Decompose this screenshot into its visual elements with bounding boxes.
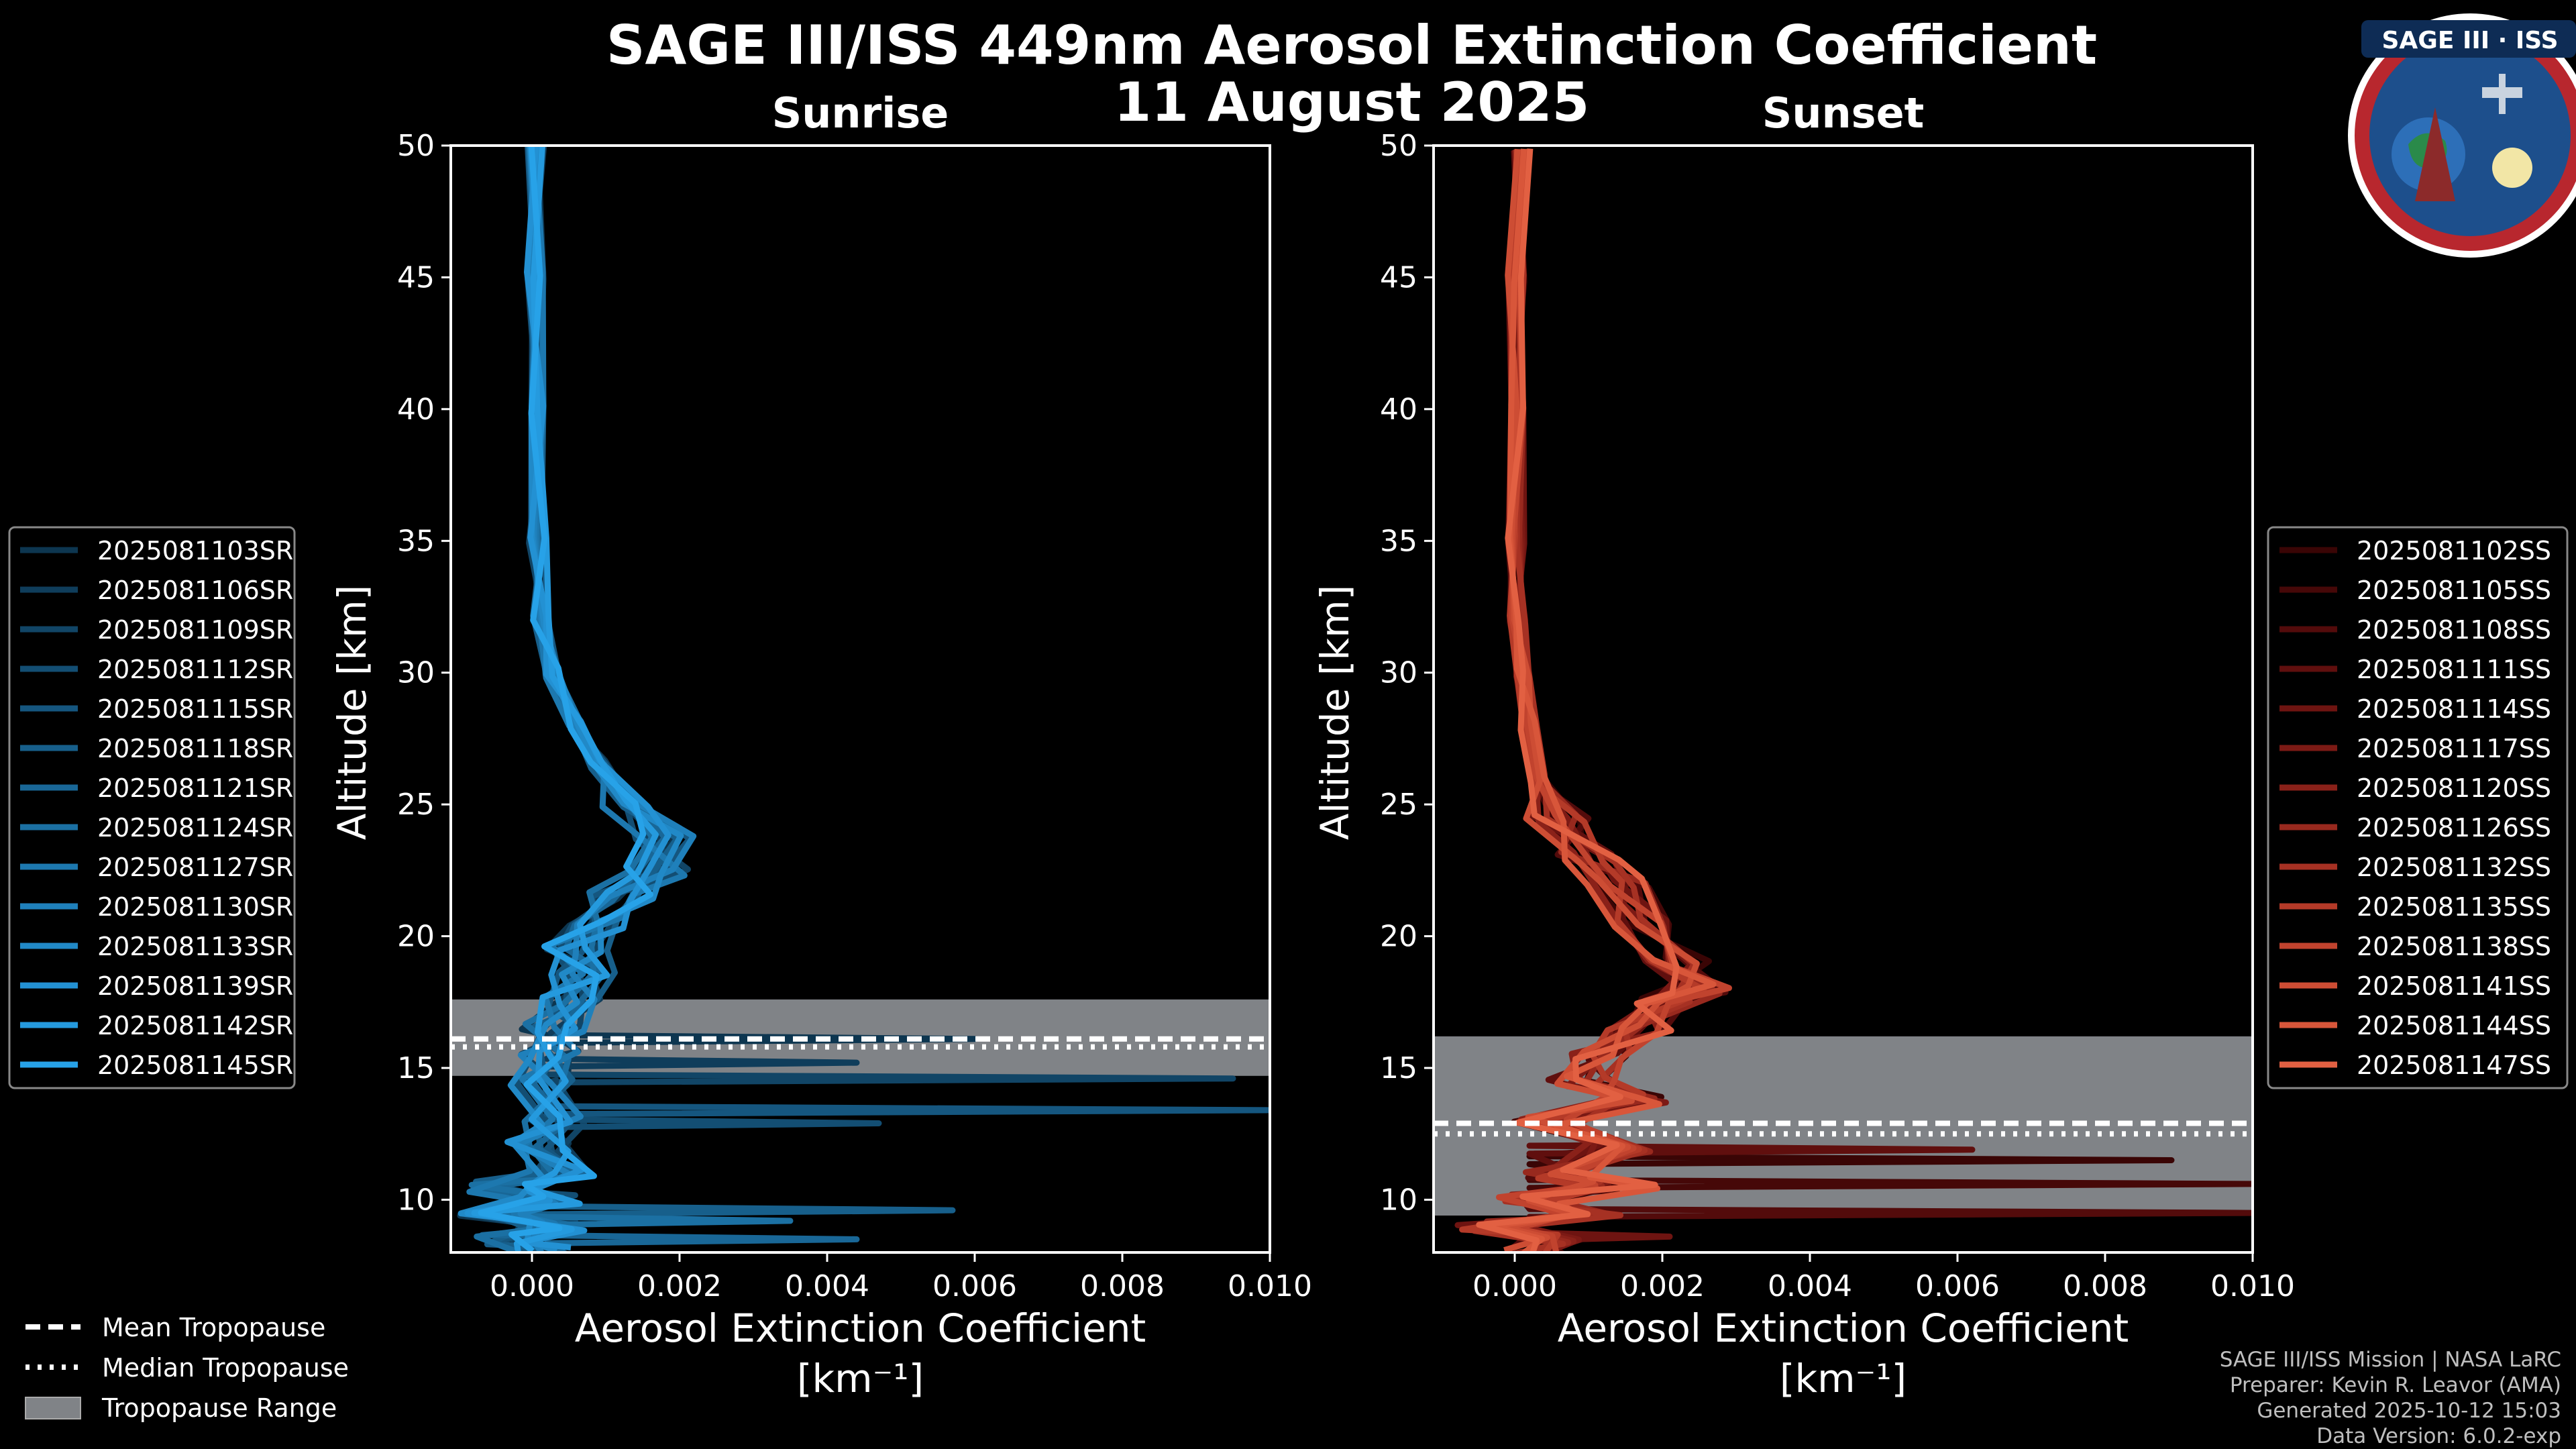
x-axis-unit: [km⁻¹] (1780, 1356, 1907, 1401)
x-tick-label: 0.000 (1472, 1269, 1557, 1303)
y-tick-label: 45 (397, 260, 435, 294)
legend-entry-label: 2025081132SS (2357, 853, 2551, 882)
y-axis-label: Altitude [km] (329, 585, 375, 840)
x-tick-label: 0.008 (1080, 1269, 1165, 1303)
y-tick-label: 50 (1380, 129, 1417, 163)
x-axis-label: Aerosol Extinction Coefficient (575, 1305, 1146, 1351)
profile-line-2025081144SS (1488, 148, 1717, 1252)
x-tick-label: 0.004 (785, 1269, 869, 1303)
footer-credits: SAGE III/ISS Mission | NASA LaRC Prepare… (2220, 1348, 2561, 1448)
tropo-legend-mean: Mean Tropopause (102, 1313, 325, 1342)
legend-entry-label: 2025081130SR (97, 892, 293, 922)
x-tick-label: 0.006 (932, 1269, 1017, 1303)
sunrise-panel: 0.000 0.002 0.004 0.006 0.008 0.010 10 15 20 25 30… (329, 89, 1312, 1401)
panel-subtitle: Sunset (1762, 89, 1925, 138)
legend-entry-label: 2025081108SS (2357, 615, 2551, 645)
y-tick-label: 10 (1380, 1183, 1417, 1217)
logo-text: SAGE III · ISS (2381, 27, 2558, 54)
x-axis-label: Aerosol Extinction Coefficient (1558, 1305, 2129, 1351)
y-tick-label: 35 (1380, 524, 1417, 558)
sunset-panel: 0.000 0.002 0.004 0.006 0.008 0.010 10 15 20 25 30… (1312, 89, 2295, 1401)
legend-entry-label: 2025081139SR (97, 971, 293, 1001)
legend-entry-label: 2025081103SR (97, 536, 293, 566)
legend-entry-label: 2025081147SS (2357, 1051, 2551, 1080)
legend-entry-label: 2025081114SS (2357, 694, 2551, 724)
x-tick-label: 0.006 (1915, 1269, 2000, 1303)
footer-line: Data Version: 6.0.2-exp (2316, 1424, 2561, 1448)
panel-subtitle: Sunrise (772, 89, 949, 138)
x-tick-label: 0.002 (1620, 1269, 1705, 1303)
legend-entry-label: 2025081138SS (2357, 932, 2551, 961)
x-tick-label: 0.004 (1768, 1269, 1852, 1303)
tropo-legend-median: Median Tropopause (102, 1353, 349, 1383)
legend-entry-label: 2025081115SR (97, 694, 293, 724)
legend-entry-label: 2025081124SR (97, 813, 293, 843)
y-tick-label: 20 (397, 920, 435, 954)
y-tick-label: 30 (397, 656, 435, 690)
y-tick-label: 10 (397, 1183, 435, 1217)
y-tick-label: 30 (1380, 656, 1417, 690)
legend-entry-label: 2025081133SR (97, 932, 293, 961)
legend-entry-label: 2025081121SR (97, 773, 293, 803)
plot-area (451, 146, 1270, 1252)
legend-entry-label: 2025081126SS (2357, 813, 2551, 843)
x-tick-label: 0.000 (490, 1269, 574, 1303)
y-tick-label: 40 (1380, 392, 1417, 427)
footer-line: SAGE III/ISS Mission | NASA LaRC (2220, 1348, 2561, 1372)
legend-entry-label: 2025081118SR (97, 734, 293, 763)
x-tick-label: 0.010 (2210, 1269, 2295, 1303)
sunrise-legend: 2025081103SR 2025081106SR 2025081109SR 2025… (8, 526, 296, 1089)
x-axis-unit: [km⁻¹] (797, 1356, 924, 1401)
y-tick-label: 20 (1380, 920, 1417, 954)
x-tick-label: 0.010 (1228, 1269, 1312, 1303)
tropo-legend-range: Tropopause Range (101, 1393, 337, 1423)
y-tick-label: 15 (1380, 1051, 1417, 1085)
y-tick-label: 15 (397, 1051, 435, 1085)
y-tick-label: 50 (397, 129, 435, 163)
legend-entry-label: 2025081120SS (2357, 773, 2551, 803)
legend-entry-label: 2025081105SS (2357, 576, 2551, 605)
legend-entry-label: 2025081111SS (2357, 655, 2551, 684)
legend-entry-label: 2025081117SS (2357, 734, 2551, 763)
figure-title: SAGE III/ISS 449nm Aerosol Extinction Co… (606, 14, 2097, 76)
figure-date: 11 August 2025 (1114, 71, 1590, 133)
sunset-legend: 2025081102SS 2025081105SS 2025081108SS 2025… (2267, 526, 2569, 1089)
plot-frame (449, 144, 1271, 1254)
footer-line: Generated 2025-10-12 15:03 (2257, 1399, 2561, 1423)
y-tick-label: 45 (1380, 260, 1417, 294)
legend-entry-label: 2025081144SS (2357, 1011, 2551, 1040)
y-tick-label: 40 (397, 392, 435, 427)
legend-entry-label: 2025081102SS (2357, 536, 2551, 566)
tropopause-legend: Mean Tropopause Median Tropopause Tropop… (25, 1313, 349, 1423)
y-axis-label: Altitude [km] (1312, 585, 1358, 840)
legend-entry-label: 2025081112SR (97, 655, 293, 684)
sage-logo: SAGE III · ISS (2348, 13, 2576, 258)
footer-line: Preparer: Kevin R. Leavor (AMA) (2230, 1373, 2561, 1397)
legend-entry-label: 2025081135SS (2357, 892, 2551, 922)
x-tick-label: 0.002 (637, 1269, 722, 1303)
plot-frame (1432, 144, 2254, 1254)
profile-line-2025081145SR (478, 146, 654, 1252)
legend-entry-label: 2025081127SR (97, 853, 293, 882)
legend-entry-label: 2025081106SR (97, 576, 293, 605)
profile-line-2025081147SS (1476, 148, 1680, 1252)
legend-entry-label: 2025081142SR (97, 1011, 293, 1040)
y-tick-label: 25 (397, 788, 435, 822)
y-tick-label: 25 (1380, 788, 1417, 822)
legend-entry-label: 2025081141SS (2357, 971, 2551, 1001)
x-tick-label: 0.008 (2063, 1269, 2147, 1303)
y-tick-label: 35 (397, 524, 435, 558)
legend-entry-label: 2025081145SR (97, 1051, 293, 1080)
legend-entry-label: 2025081109SR (97, 615, 293, 645)
